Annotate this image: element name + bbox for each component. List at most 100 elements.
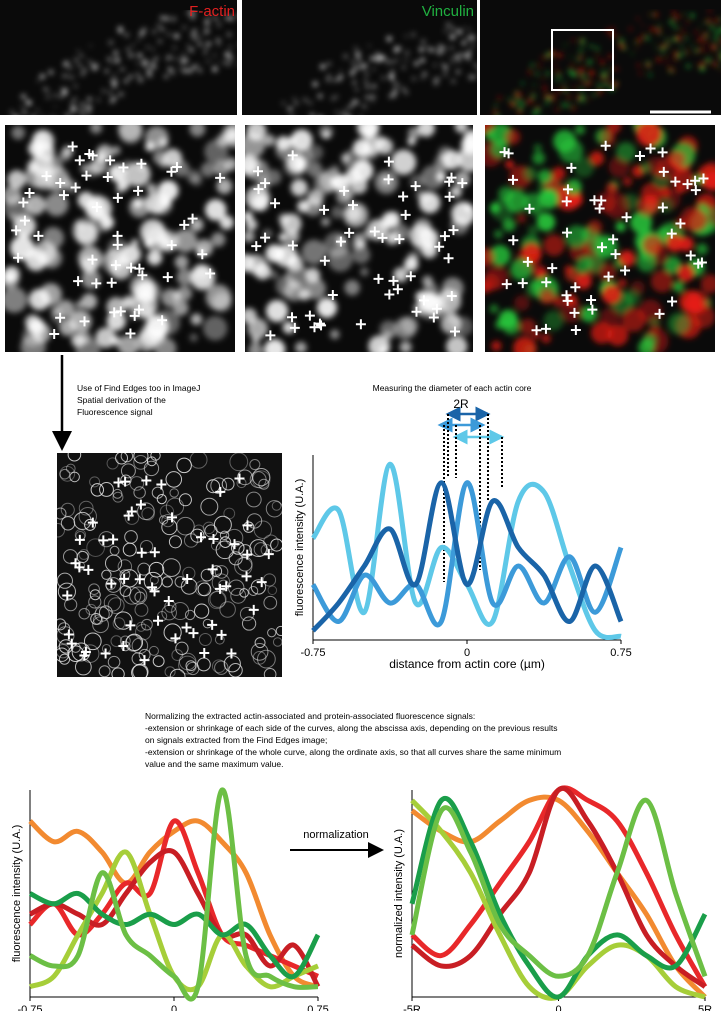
edge-ring xyxy=(165,471,183,488)
cross xyxy=(682,179,693,190)
blob xyxy=(381,76,385,80)
blob xyxy=(185,12,189,15)
blob xyxy=(89,125,103,134)
blob xyxy=(711,44,716,50)
blob xyxy=(673,58,677,62)
cross xyxy=(319,255,330,266)
blob xyxy=(638,72,642,75)
blob xyxy=(532,264,547,279)
edge-ring xyxy=(146,456,157,467)
blob xyxy=(290,115,295,120)
blob xyxy=(404,50,410,56)
blob xyxy=(583,100,586,103)
blob xyxy=(677,53,682,58)
series-line xyxy=(28,890,321,980)
cross xyxy=(260,232,271,243)
blob xyxy=(365,95,370,100)
blob xyxy=(656,57,660,62)
blob xyxy=(390,149,417,175)
cross xyxy=(522,256,533,267)
blob xyxy=(418,190,433,205)
blob xyxy=(41,115,43,117)
blob xyxy=(101,89,106,93)
texture xyxy=(9,10,234,117)
blob xyxy=(245,156,256,174)
blob xyxy=(603,82,609,87)
blob xyxy=(457,29,462,35)
cross xyxy=(431,303,442,314)
cross xyxy=(41,171,52,182)
blob xyxy=(467,58,471,62)
blob xyxy=(307,144,324,161)
blob xyxy=(527,225,539,236)
blob xyxy=(317,93,323,99)
cross xyxy=(508,235,519,246)
cross xyxy=(182,574,193,585)
blob xyxy=(402,66,406,69)
blob xyxy=(552,295,564,307)
blob xyxy=(407,137,416,146)
blob xyxy=(661,46,665,51)
blob xyxy=(136,61,140,65)
blob xyxy=(70,109,74,113)
blob xyxy=(327,62,331,66)
blob xyxy=(385,232,398,245)
note: value and the same maximum value. xyxy=(145,759,283,769)
blob xyxy=(527,70,532,75)
cross xyxy=(252,166,263,177)
blob xyxy=(52,95,55,98)
edge-ring xyxy=(209,590,227,608)
blob xyxy=(477,153,480,156)
blob xyxy=(476,175,480,179)
blob xyxy=(588,70,594,76)
edge-ring xyxy=(124,530,138,544)
blob xyxy=(91,212,112,233)
edge-ring xyxy=(78,549,90,560)
blob xyxy=(575,272,592,290)
blob xyxy=(71,333,85,348)
cross xyxy=(118,640,129,651)
cross xyxy=(561,290,572,301)
edge-ring xyxy=(141,618,153,631)
blob xyxy=(481,139,485,143)
blob xyxy=(368,44,371,47)
blob xyxy=(336,189,352,205)
blob xyxy=(709,25,715,30)
blob xyxy=(497,96,502,100)
blob xyxy=(26,160,40,173)
cross xyxy=(106,277,117,288)
blob xyxy=(391,59,397,65)
blob xyxy=(325,77,331,82)
cross xyxy=(562,184,573,195)
blob xyxy=(370,94,376,100)
blob xyxy=(346,116,351,121)
blob xyxy=(597,83,602,89)
blob xyxy=(643,118,647,122)
cross xyxy=(586,294,597,305)
blob xyxy=(124,33,129,37)
cross xyxy=(600,140,611,151)
edge-ring xyxy=(150,453,161,461)
edge-ring xyxy=(242,521,255,533)
edge-ring xyxy=(178,493,192,507)
blob xyxy=(428,47,434,53)
blob xyxy=(707,57,711,62)
blob xyxy=(560,300,583,323)
blob xyxy=(690,13,695,18)
cross xyxy=(112,230,123,241)
cross xyxy=(355,319,366,330)
blob xyxy=(676,35,682,41)
blob xyxy=(570,55,573,59)
blob xyxy=(399,341,412,352)
blob xyxy=(47,90,51,94)
blob xyxy=(344,279,360,296)
cross xyxy=(263,549,274,560)
blob xyxy=(445,22,451,28)
edge-ring xyxy=(83,632,102,651)
blob xyxy=(669,19,675,25)
blob xyxy=(634,116,638,120)
cross xyxy=(91,202,102,213)
blob xyxy=(520,81,525,86)
edge-ring xyxy=(149,575,159,585)
